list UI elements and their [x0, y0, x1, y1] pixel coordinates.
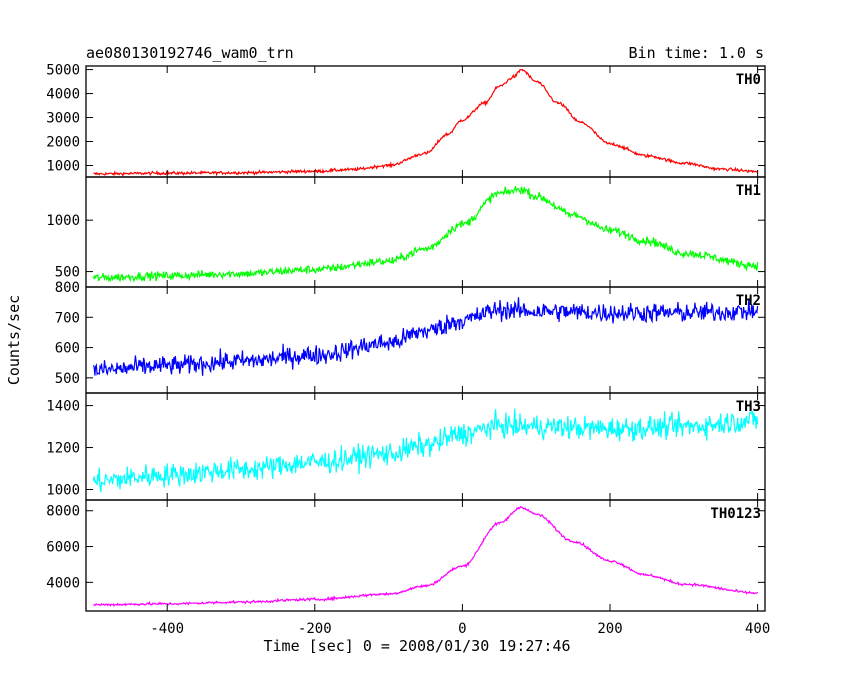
y-tick-label: 500: [55, 371, 80, 387]
panel-frame-th0123: [85, 499, 766, 612]
x-tick-label: 0: [458, 621, 466, 637]
y-tick-label: 3000: [46, 111, 80, 127]
x-tick-label: -400: [150, 621, 184, 637]
panel-frame-th1: [85, 176, 766, 288]
y-tick-label: 700: [55, 310, 80, 326]
series-label-th2: TH2: [736, 293, 761, 309]
x-tick-label: 200: [597, 621, 622, 637]
series-label-th0: TH0: [736, 72, 761, 88]
panel-frame-th0: [85, 65, 766, 178]
series-line-th1: [92, 185, 759, 283]
series-line-th2: [92, 297, 759, 376]
series-line-th0: [93, 68, 759, 177]
y-tick-label: 500: [55, 265, 80, 281]
series-line-th0123: [93, 506, 759, 607]
y-tick-label: 6000: [46, 540, 80, 556]
panel-frame-th3: [85, 392, 766, 501]
y-tick-label: 1000: [46, 483, 80, 499]
series-label-th0123: TH0123: [710, 506, 761, 522]
y-tick-label: 5000: [46, 63, 80, 79]
x-tick-label: -200: [298, 621, 332, 637]
bin-time-label: Bin time: 1.0 s: [628, 44, 764, 62]
y-tick-label: 4000: [46, 87, 80, 103]
series-label-th3: TH3: [736, 399, 761, 415]
y-tick-label: 1400: [46, 399, 80, 415]
y-tick-label: 800: [55, 280, 80, 296]
y-tick-label: 8000: [46, 504, 80, 520]
series-label-th1: TH1: [736, 183, 761, 199]
y-tick-label: 600: [55, 341, 80, 357]
y-tick-label: 1000: [46, 213, 80, 229]
x-axis-label: Time [sec] 0 = 2008/01/30 19:27:46: [263, 637, 571, 655]
panel-frame-th2: [85, 286, 766, 394]
x-tick-label: 400: [745, 621, 770, 637]
series-line-th3: [92, 408, 759, 493]
y-tick-label: 1200: [46, 441, 80, 457]
y-tick-label: 4000: [46, 575, 80, 591]
y-tick-label: 2000: [46, 135, 80, 151]
chart-title: ae080130192746_wam0_trn: [86, 44, 294, 62]
y-tick-label: 1000: [46, 158, 80, 174]
